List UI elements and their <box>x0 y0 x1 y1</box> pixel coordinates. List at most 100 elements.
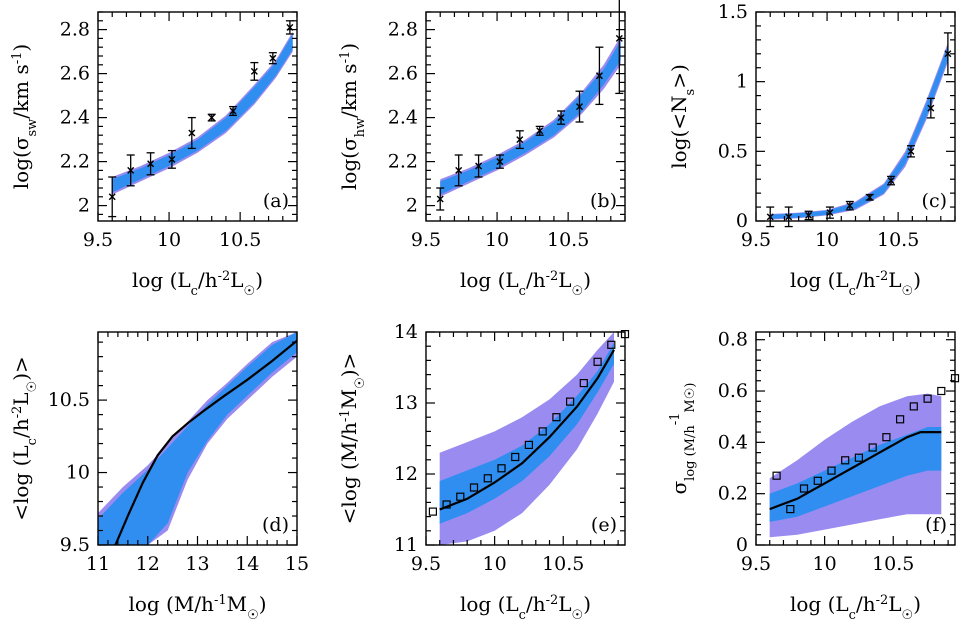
band-inner-d <box>98 332 297 545</box>
x-axis-label-a-part-2: /h <box>198 268 218 292</box>
x-tick-label: 10.5 <box>542 553 584 575</box>
square-marker-e-3 <box>469 483 479 492</box>
square-marker-e-7 <box>524 440 534 449</box>
band-inner-b <box>440 40 621 195</box>
cross-marker-b <box>866 193 874 201</box>
x-axis-label-a-part-5: ☉ <box>244 284 256 299</box>
data-point-a-7 <box>250 61 259 81</box>
y-tick-label: 11 <box>394 534 418 556</box>
cross-marker-b <box>887 177 895 185</box>
x-axis-label-c-part-6: ) <box>913 268 921 292</box>
data-point-a-8 <box>268 52 277 65</box>
data-point-a-3 <box>167 149 176 169</box>
data-point-b-0 <box>436 187 445 211</box>
cross-marker-b <box>907 147 915 155</box>
data-point-c-2 <box>804 210 813 221</box>
data-point-a-5 <box>207 113 216 122</box>
x-axis-label-f: log (Lc/h-2L☉) <box>790 592 921 619</box>
square-marker-e-8 <box>538 427 547 436</box>
y-axis-label-a-part-4: ) <box>9 44 33 52</box>
y-tick-label: 2.2 <box>388 151 418 173</box>
cross-marker-b <box>127 166 135 174</box>
y-axis-label-d-part-3: -2 <box>10 406 25 419</box>
y-tick-label: 2.8 <box>388 19 418 41</box>
square-marker-f-0 <box>772 471 781 480</box>
x-tick-label: 9.5 <box>411 229 441 251</box>
square-marker-e-10 <box>565 397 575 406</box>
y-tick-label: 2.4 <box>60 107 90 129</box>
y-tick-label: 1 <box>736 71 748 93</box>
y-tick-label: 2.6 <box>60 63 90 85</box>
y-tick-label: 2.8 <box>60 19 90 41</box>
y-tick-label: 10.5 <box>48 389 90 411</box>
x-axis-label-d-part-2: M <box>227 592 247 616</box>
x-tick-label: 15 <box>285 553 309 575</box>
square-marker-f-12 <box>937 386 946 396</box>
y-axis-label-b: log(σhw/km s-1) <box>337 43 368 190</box>
cross-marker-b <box>615 34 623 42</box>
square-marker-e-6 <box>511 452 520 462</box>
square-marker-f-9 <box>895 415 905 424</box>
cross-marker-b <box>455 166 463 174</box>
cross-marker-b <box>208 114 216 122</box>
x-tick-label: 10 <box>157 229 181 251</box>
cross-marker-b <box>595 72 603 80</box>
x-axis-label-c-part-0: log (L <box>790 268 849 292</box>
x-tick-label: 12 <box>136 553 160 575</box>
cross-marker-b <box>436 195 444 203</box>
x-axis-label-e-part-5: ☉ <box>572 608 584 619</box>
y-tick-label: 0.5 <box>718 140 748 162</box>
cross-marker-b <box>168 155 176 163</box>
x-tick-label: 10 <box>483 553 507 575</box>
x-axis-label-e-part-0: log (L <box>460 592 519 616</box>
plot-frame-e <box>425 331 626 546</box>
panel-tag-c: (c) <box>922 190 947 212</box>
data-point-c-6 <box>887 175 896 186</box>
cross-marker-b <box>188 129 196 137</box>
y-tick-label: 2.4 <box>388 107 418 129</box>
y-axis-label-f: σlog (M/h-1M☉) <box>667 383 698 495</box>
y-axis-label-b-part-2: /km s <box>337 63 361 117</box>
panel-tag-b: (b) <box>590 190 617 212</box>
square-marker-f-8 <box>882 433 891 442</box>
cross-marker-b <box>108 193 116 201</box>
data-point-c-1 <box>784 206 793 228</box>
panel-tag-d: (d) <box>262 514 289 536</box>
x-tick-label: 10.5 <box>547 229 589 251</box>
y-tick-label: 0.8 <box>718 329 748 351</box>
y-tick-label: 0.6 <box>718 380 748 402</box>
y-axis-label-d-part-2: /h <box>9 418 33 438</box>
cross-marker-b <box>286 23 294 31</box>
y-tick-label: 12 <box>394 463 418 485</box>
y-axis-label-b-part-1: hw <box>353 118 368 138</box>
y-tick-label: 2.2 <box>60 151 90 173</box>
panel-tag-a: (a) <box>263 190 289 212</box>
x-tick-label: 10 <box>485 229 509 251</box>
square-marker-f-5 <box>841 456 850 465</box>
x-axis-label-f-part-5: ☉ <box>902 608 914 619</box>
y-axis-label-e-part-4: )> <box>337 353 361 378</box>
y-axis-label-f-part-1: log (M/h <box>683 425 698 481</box>
y-axis-label-b-part-0: log(σ <box>337 137 361 190</box>
x-tick-label: 9.5 <box>741 553 771 575</box>
y-axis-label-f-part-2: -1 <box>668 413 683 426</box>
data-point-c-9 <box>943 32 952 76</box>
x-axis-label-e-part-6: ) <box>583 592 591 616</box>
x-axis-label-a-part-6: ) <box>255 268 263 292</box>
cross-marker-b <box>927 104 935 112</box>
cross-marker-b <box>576 103 584 111</box>
data-point-c-7 <box>906 145 915 158</box>
x-axis-label-d-part-1: -1 <box>214 593 227 608</box>
x-axis-label-a-part-4: L <box>230 268 243 292</box>
band-inner-f <box>769 427 942 522</box>
y-axis-label-d-part-6: )> <box>9 356 33 381</box>
y-axis-label-f-part-0: σ <box>667 480 691 494</box>
x-axis-label-a: log (Lc/h-2L☉) <box>132 268 263 299</box>
x-axis-label-e-part-4: L <box>558 592 571 616</box>
x-axis-label-a-part-1: c <box>191 284 198 299</box>
square-marker-e-1 <box>442 500 451 509</box>
y-axis-label-c-part-0: log(<N <box>667 95 691 168</box>
x-axis-label-e-part-3: -2 <box>546 593 559 608</box>
panel-f: 9.5 10 10.5 0 0.2 0.4 0.6 0.8 (f) log (Lc/h-2L☉) σ… <box>667 329 960 619</box>
y-axis-label-f-part-3: M☉) <box>683 383 698 413</box>
